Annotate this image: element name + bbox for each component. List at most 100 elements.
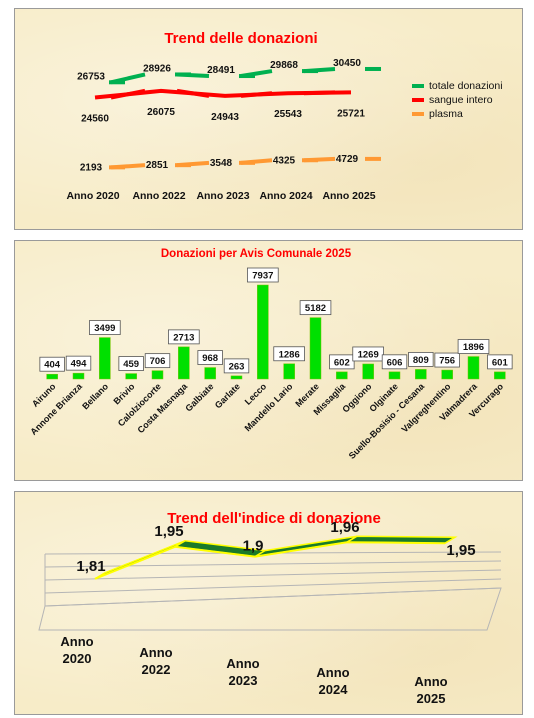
chart-title: Trend delle donazioni xyxy=(164,30,317,47)
x-tick-label: Anno 2022 xyxy=(139,645,172,677)
chart-title: Donazioni per Avis Comunale 2025 xyxy=(161,248,352,260)
data-label-box xyxy=(408,352,434,367)
legend-label: totale donazioni xyxy=(429,80,503,92)
legend: totale donazioni sangue intero plasma xyxy=(412,80,503,120)
data-label: 5182 xyxy=(305,303,326,314)
x-tick-label: Garlate xyxy=(213,381,242,410)
data-label: 29868 xyxy=(270,60,298,71)
data-label: 968 xyxy=(202,353,218,364)
legend-label: plasma xyxy=(429,108,463,120)
x-tick-label: Anno 2023 xyxy=(226,656,259,688)
bar xyxy=(415,369,427,380)
data-label: 1269 xyxy=(358,349,379,360)
data-label: 25543 xyxy=(274,109,302,120)
data-label-box xyxy=(299,300,332,316)
data-label-box xyxy=(65,355,92,371)
data-label: 1,95 xyxy=(154,523,183,540)
bar xyxy=(336,371,348,380)
gridline xyxy=(44,560,502,568)
bar xyxy=(257,284,269,380)
bar xyxy=(99,337,111,380)
bar xyxy=(178,346,190,380)
data-label-box xyxy=(434,352,460,368)
series-plasma: 2193 2851 3548 4325 4729 xyxy=(80,154,381,173)
data-label: 706 xyxy=(150,356,166,367)
x-tick-label: Galbiate xyxy=(183,381,215,413)
data-label-box xyxy=(487,354,513,370)
floor-plane xyxy=(38,587,502,631)
x-tick-label: Anno 2025 xyxy=(322,190,375,202)
data-label-box xyxy=(352,346,384,362)
data-label-box xyxy=(247,267,279,283)
data-label: 2193 xyxy=(80,162,103,173)
data-label: 1,9 xyxy=(243,538,264,555)
data-label: 494 xyxy=(71,359,88,370)
data-label-box xyxy=(168,329,200,345)
series-line xyxy=(110,66,336,85)
data-label-box xyxy=(381,354,408,370)
data-label: 3499 xyxy=(94,323,115,334)
bar xyxy=(362,363,374,380)
data-label: 24560 xyxy=(81,114,109,125)
grid xyxy=(38,551,502,631)
bar xyxy=(467,356,480,380)
data-label-box xyxy=(223,358,250,374)
data-label: 756 xyxy=(439,356,455,367)
donation-index-panel: Trend dell'indice di donazione 1,81 1,95 1… xyxy=(14,491,523,715)
bar xyxy=(151,370,164,380)
donations-trend-chart: Trend delle donazioni 26753 28926 28491 298… xyxy=(66,30,503,202)
series-whole-blood: 24560 26075 24943 25543 25721 xyxy=(81,88,365,125)
data-label: 7937 xyxy=(252,271,273,282)
x-tick-label: Costa Masnaga xyxy=(135,381,189,435)
data-label: 30450 xyxy=(333,58,361,69)
data-label: 2851 xyxy=(146,160,169,171)
index-ribbon xyxy=(94,535,458,580)
x-tick-label: Anno 2022 xyxy=(132,190,185,202)
data-label-box xyxy=(457,339,490,354)
legend-swatch xyxy=(412,84,424,88)
data-label: 3548 xyxy=(210,158,233,169)
data-label-box xyxy=(89,320,121,335)
series-line xyxy=(110,156,336,170)
bar xyxy=(494,371,506,380)
x-tick-label: Bellano xyxy=(80,381,110,411)
bar xyxy=(309,317,322,380)
data-label: 26753 xyxy=(77,71,105,82)
ribbon-edge xyxy=(94,541,446,580)
data-label: 25721 xyxy=(337,108,365,119)
data-label: 263 xyxy=(229,361,245,372)
bar xyxy=(283,363,295,380)
x-tick-label: Mandello Lario xyxy=(243,381,295,433)
data-label-box xyxy=(118,356,144,371)
data-label: 4729 xyxy=(336,154,359,165)
gridline xyxy=(44,569,502,581)
legend-swatch xyxy=(412,112,424,116)
data-label: 1,96 xyxy=(330,519,359,536)
data-label: 606 xyxy=(387,357,403,368)
data-label: 1,81 xyxy=(76,558,105,575)
x-tick-label: Anno 2020 xyxy=(66,190,119,202)
bar xyxy=(46,373,58,380)
data-label-box xyxy=(273,346,305,362)
data-label-box xyxy=(39,356,65,372)
donations-trend-panel: Trend delle donazioni 26753 28926 28491 298… xyxy=(14,8,523,230)
gridline xyxy=(44,578,502,594)
data-label: 26075 xyxy=(147,107,175,118)
data-label: 4325 xyxy=(273,155,296,166)
series-line xyxy=(94,88,352,100)
legend-label: sangue intero xyxy=(429,94,493,106)
bars: 404 494 3499 459 706 2713 968 263 7937 1286 5182 60… xyxy=(39,267,513,380)
data-label: 809 xyxy=(413,355,429,366)
data-label-box xyxy=(144,353,171,369)
data-label: 24943 xyxy=(211,112,239,123)
data-label: 1,95 xyxy=(446,542,475,559)
bar xyxy=(72,372,85,380)
data-label: 404 xyxy=(44,360,61,371)
series-total-donations: 26753 28926 28491 29868 30450 xyxy=(77,58,381,85)
data-label: 2713 xyxy=(173,332,194,343)
data-label: 28926 xyxy=(143,63,171,74)
x-tick-label: Brivio xyxy=(111,381,136,406)
data-label: 28491 xyxy=(207,65,235,76)
bar xyxy=(441,369,453,380)
x-tick-label: Anno 2025 xyxy=(414,674,447,706)
